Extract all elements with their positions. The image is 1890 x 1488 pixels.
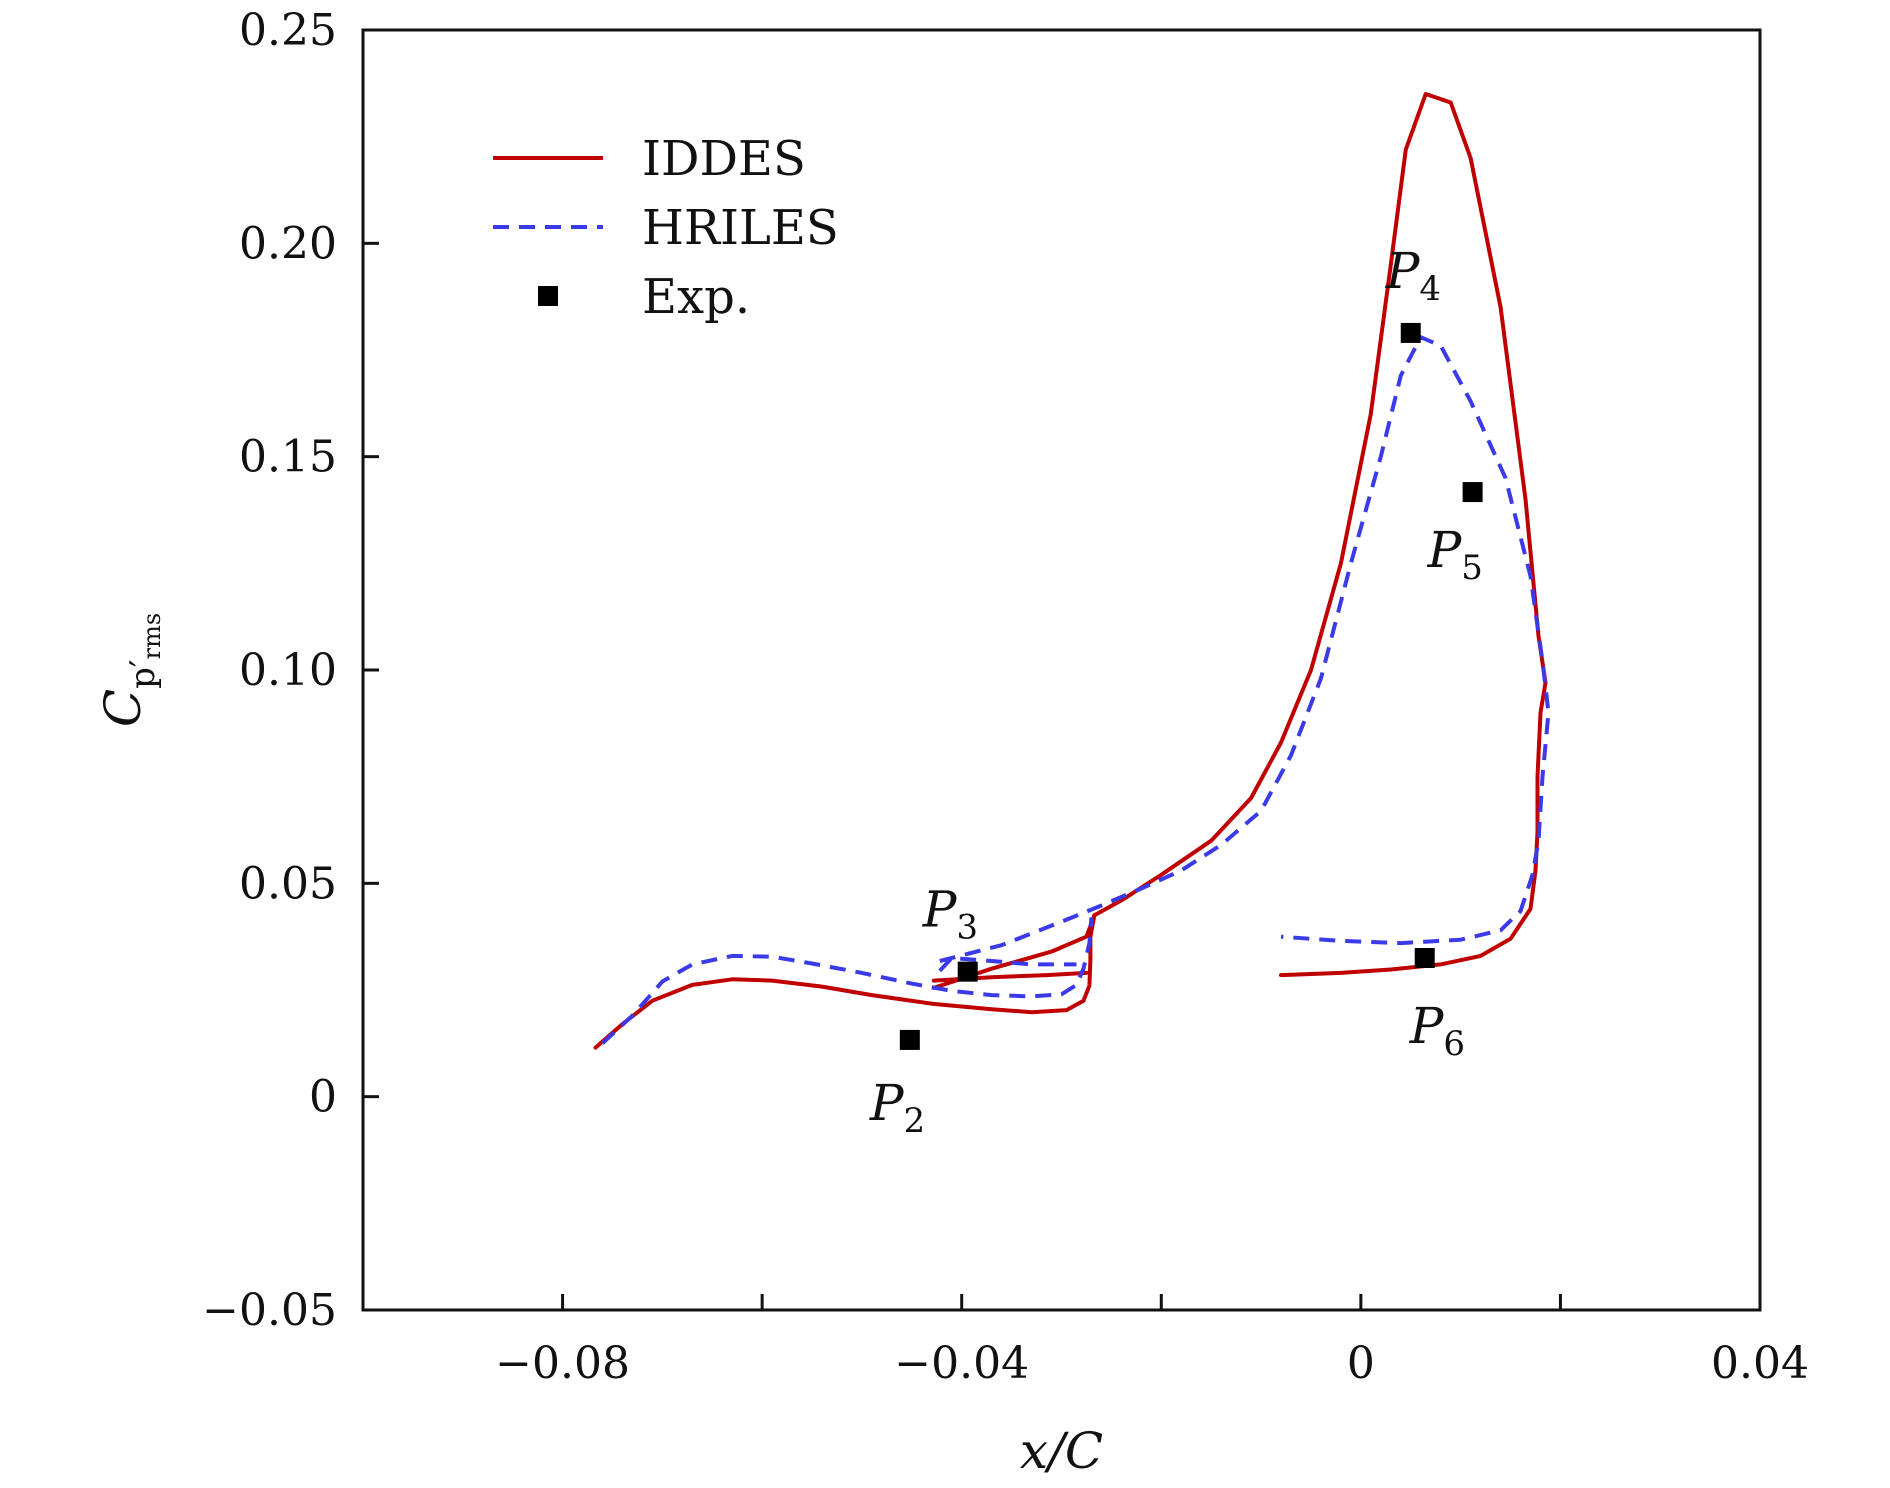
x-tick-label: 0 — [1347, 1338, 1375, 1389]
point-label: P6 — [1409, 997, 1465, 1064]
point-label-main: P — [1385, 242, 1421, 300]
y-axis-label-subsub: rms — [138, 613, 166, 660]
point-label-main: P — [922, 881, 958, 939]
y-tick-label: 0 — [309, 1072, 337, 1123]
series-layer — [593, 92, 1551, 1050]
point-label-main: P — [1409, 997, 1445, 1055]
point-label-sub: 2 — [903, 1101, 925, 1141]
legend-label-iddes: IDDES — [642, 131, 806, 187]
legend-label-hriles: HRILES — [642, 200, 839, 256]
iddes-line — [1092, 92, 1548, 918]
exp-marker — [1462, 482, 1483, 503]
hriles-line — [601, 917, 1094, 1045]
y-tick-label: 0.20 — [239, 218, 337, 269]
iddes-line — [931, 970, 1089, 983]
y-tick-label: 0.10 — [239, 645, 337, 696]
iddes-line — [593, 913, 1097, 1050]
y-axis-label-main: C — [94, 689, 152, 727]
y-tick-label: −0.05 — [202, 1285, 337, 1336]
point-label: P2 — [869, 1074, 925, 1141]
point-label: P4 — [1385, 242, 1441, 309]
y-axis-label: Cp′rms — [94, 613, 166, 727]
x-tick-label: 0.04 — [1711, 1338, 1809, 1389]
legend-swatch-exp — [538, 286, 558, 306]
legend: IDDES HRILES Exp. — [493, 131, 839, 325]
hriles-line — [938, 956, 1077, 973]
point-label-sub: 3 — [956, 908, 978, 948]
point-label-sub: 4 — [1419, 269, 1441, 309]
legend-label-exp: Exp. — [642, 269, 750, 325]
iddes-line — [1279, 680, 1548, 978]
y-tick-label: 0.15 — [239, 432, 337, 483]
exp-marker — [1414, 948, 1435, 968]
x-tick-label: −0.04 — [894, 1338, 1029, 1389]
point-label-main: P — [869, 1074, 905, 1132]
ticks-layer: −0.08 −0.04 0 0.04 −0.05 0 0.05 0.10 0.15 0.20 0.2… — [202, 5, 1809, 1389]
exp-marker — [899, 1029, 920, 1050]
y-tick-label: 0.25 — [239, 5, 337, 56]
plot-frame — [361, 28, 1762, 1312]
point-label-main: P — [1427, 521, 1463, 579]
y-tick-label: 0.05 — [239, 858, 337, 909]
point-label: P5 — [1427, 521, 1483, 588]
hriles-line — [939, 335, 1551, 963]
exp-marker — [1400, 322, 1421, 343]
y-axis-label-sub: p′ — [123, 659, 163, 688]
exp-marker — [957, 961, 978, 982]
point-label: P3 — [922, 881, 978, 948]
point-label-sub: 5 — [1461, 548, 1483, 588]
x-tick-label: −0.08 — [495, 1338, 630, 1389]
x-axis-label: x/C — [1020, 1422, 1103, 1480]
point-label-sub: 6 — [1443, 1024, 1465, 1064]
